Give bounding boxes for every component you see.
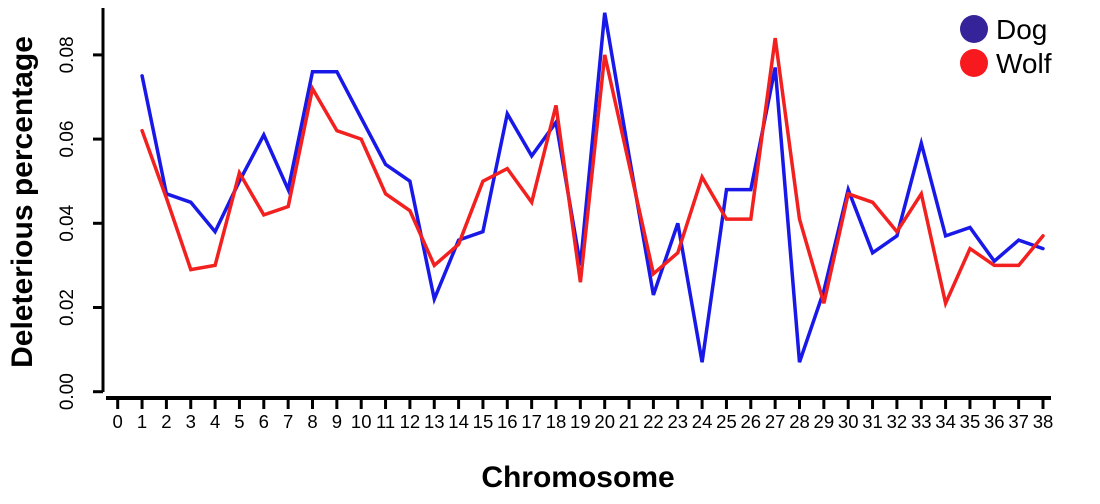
x-tick-label: 15 bbox=[473, 411, 494, 432]
x-tick-label: 0 bbox=[113, 411, 123, 432]
x-tick-label: 31 bbox=[862, 411, 883, 432]
legend-dog-label: Dog bbox=[996, 14, 1047, 45]
x-tick-label: 22 bbox=[643, 411, 664, 432]
y-tick-label: 0.06 bbox=[57, 121, 78, 158]
x-tick-label: 6 bbox=[259, 411, 269, 432]
series-lines bbox=[140, 12, 1045, 363]
x-tick-label: 37 bbox=[1008, 411, 1029, 432]
x-tick-label: 16 bbox=[497, 411, 518, 432]
x-tick-label: 26 bbox=[741, 411, 762, 432]
x-tick-label: 35 bbox=[960, 411, 981, 432]
x-tick-label: 32 bbox=[887, 411, 908, 432]
x-tick-label: 28 bbox=[789, 411, 810, 432]
x-tick-label: 34 bbox=[935, 411, 956, 432]
x-tick-label: 1 bbox=[137, 411, 147, 432]
x-tick-label: 4 bbox=[210, 411, 220, 432]
x-tick-label: 5 bbox=[234, 411, 244, 432]
x-tick-label: 19 bbox=[570, 411, 591, 432]
x-tick-label: 13 bbox=[424, 411, 445, 432]
legend-wolf-label: Wolf bbox=[996, 48, 1052, 79]
x-tick-label: 11 bbox=[376, 411, 395, 432]
x-tick-label: 25 bbox=[716, 411, 737, 432]
x-tick-label: 17 bbox=[521, 411, 542, 432]
dog-legend-circle-icon bbox=[960, 15, 988, 43]
x-tick-label: 29 bbox=[814, 411, 835, 432]
legend: Dog Wolf bbox=[960, 14, 1052, 79]
x-tick-label: 36 bbox=[984, 411, 1005, 432]
x-tick-label: 3 bbox=[186, 411, 196, 432]
x-tick-label: 7 bbox=[283, 411, 293, 432]
y-axis: 0.00 0.02 0.04 0.06 0.08 bbox=[57, 8, 105, 410]
x-tick-label: 24 bbox=[692, 411, 713, 432]
x-tick-label: 38 bbox=[1033, 411, 1054, 432]
y-tick-label: 0.08 bbox=[57, 36, 78, 73]
y-tick-label: 0.02 bbox=[57, 289, 78, 326]
x-axis-title: Chromosome bbox=[481, 461, 674, 494]
x-tick-label: 20 bbox=[594, 411, 615, 432]
x-tick-label: 27 bbox=[765, 411, 786, 432]
series-line-wolf bbox=[140, 37, 1045, 309]
x-tick-label: 30 bbox=[838, 411, 859, 432]
x-tick-label: 14 bbox=[448, 411, 469, 432]
series-line-dog bbox=[140, 12, 1045, 363]
x-tick-label: 33 bbox=[911, 411, 932, 432]
x-tick-label: 2 bbox=[161, 411, 171, 432]
y-tick-label: 0.00 bbox=[57, 373, 78, 410]
x-tick-label: 12 bbox=[400, 411, 421, 432]
x-axis: 0 1 2 3 4 5 6 7 8 9 10 11 12 13 14 15 16 17 18 19 20 21 22 23 24… bbox=[106, 396, 1054, 432]
x-tick-label: 18 bbox=[546, 411, 567, 432]
y-axis-title: Deleterious percentage bbox=[6, 36, 39, 368]
y-tick-label: 0.04 bbox=[57, 204, 78, 241]
wolf-legend-circle-icon bbox=[960, 49, 988, 77]
x-tick-label: 21 bbox=[619, 411, 640, 432]
x-tick-label: 9 bbox=[332, 411, 342, 432]
x-tick-label: 23 bbox=[667, 411, 688, 432]
x-tick-label: 10 bbox=[351, 411, 372, 432]
x-tick-label: 8 bbox=[307, 411, 317, 432]
